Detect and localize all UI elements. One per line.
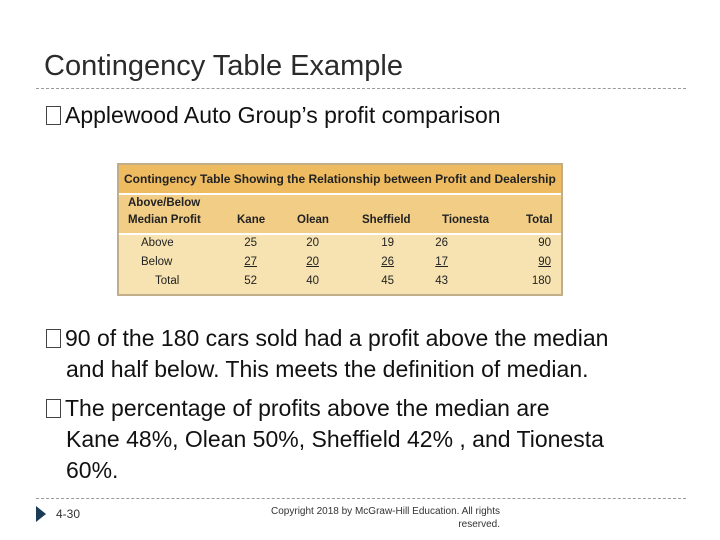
contingency-table: Contingency Table Showing the Relationsh… — [117, 163, 563, 296]
cell-total-kane: 52 — [244, 275, 257, 287]
row-label-header-2: Median Profit — [128, 214, 201, 226]
bullet-text-continued: and half below. This meets the definitio… — [66, 356, 589, 382]
cell-above-total: 90 — [538, 237, 551, 249]
col-header-sheffield: Sheffield — [362, 214, 411, 226]
row-label-below: Below — [141, 256, 173, 268]
arrow-right-icon — [36, 506, 46, 522]
cell-above-tionesta: 26 — [435, 237, 448, 249]
bullet-box-icon — [46, 106, 61, 125]
cell-total-sheffield: 45 — [381, 275, 394, 287]
bullet-text: Applewood Auto Group’s profit comparison — [65, 102, 501, 128]
row-label-total: Total — [155, 275, 180, 287]
cell-total-olean: 40 — [306, 275, 319, 287]
slide-title: Contingency Table Example — [44, 50, 403, 82]
bullet-text: The percentage of profits above the medi… — [65, 395, 550, 421]
table-caption: Contingency Table Showing the Relationsh… — [119, 165, 561, 195]
cell-total-total: 180 — [531, 275, 551, 287]
title-divider — [36, 88, 686, 89]
bullet-applewood: Applewood Auto Group’s profit comparison — [46, 100, 501, 131]
col-header-kane: Kane — [237, 214, 266, 226]
col-header-total: Total — [526, 214, 553, 226]
row-label-header-1: Above/Below — [128, 197, 201, 209]
cell-below-olean: 20 — [306, 256, 319, 268]
copyright-line: reserved. — [458, 519, 500, 530]
bullet-text-continued: Kane 48%, Olean 50%, Sheffield 42% , and… — [66, 426, 604, 452]
bullet-text: 90 of the 180 cars sold had a profit abo… — [65, 325, 609, 351]
bullet-box-icon — [46, 329, 61, 348]
table-header-band — [119, 195, 561, 235]
row-label-above: Above — [141, 237, 174, 249]
bullet-percentages: The percentage of profits above the medi… — [46, 393, 696, 486]
copyright-line: Copyright 2018 by McGraw-Hill Education.… — [271, 506, 500, 517]
bullet-box-icon — [46, 399, 61, 418]
slide-number: 4-30 — [56, 507, 81, 521]
cell-above-sheffield: 19 — [381, 237, 394, 249]
col-header-olean: Olean — [297, 214, 329, 226]
bullet-median-note: 90 of the 180 cars sold had a profit abo… — [46, 323, 696, 385]
cell-below-total: 90 — [538, 256, 551, 268]
cell-below-tionesta: 17 — [435, 256, 448, 268]
col-header-tionesta: Tionesta — [442, 214, 490, 226]
cell-above-kane: 25 — [244, 237, 257, 249]
cell-above-olean: 20 — [306, 237, 319, 249]
cell-below-sheffield: 26 — [381, 256, 394, 268]
cell-total-tionesta: 43 — [435, 275, 448, 287]
footer-divider — [36, 498, 686, 499]
copyright-notice: Copyright 2018 by McGraw-Hill Education.… — [215, 505, 500, 531]
cell-below-kane: 27 — [244, 256, 257, 268]
bullet-text-continued: 60%. — [66, 457, 119, 483]
